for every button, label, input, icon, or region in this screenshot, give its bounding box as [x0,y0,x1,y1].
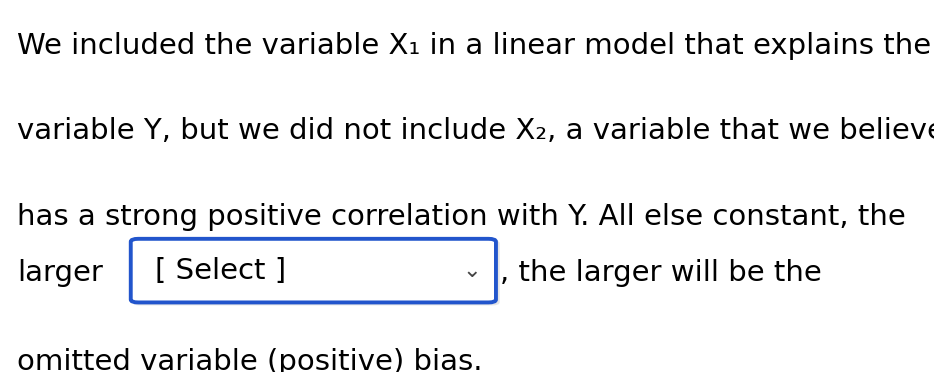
Text: omitted variable (positive) bias.: omitted variable (positive) bias. [17,348,482,372]
Text: ⌄: ⌄ [462,261,481,280]
Text: [ Select ]: [ Select ] [155,257,286,285]
Text: has a strong positive correlation with Y. All else constant, the: has a strong positive correlation with Y… [17,203,906,231]
Text: larger: larger [17,259,103,288]
FancyBboxPatch shape [131,239,496,302]
Text: , the larger will be the: , the larger will be the [500,259,821,288]
Text: variable Y, but we did not include X₂, a variable that we believe: variable Y, but we did not include X₂, a… [17,117,934,145]
Text: We included the variable X₁ in a linear model that explains the: We included the variable X₁ in a linear … [17,32,931,60]
FancyBboxPatch shape [133,240,500,305]
